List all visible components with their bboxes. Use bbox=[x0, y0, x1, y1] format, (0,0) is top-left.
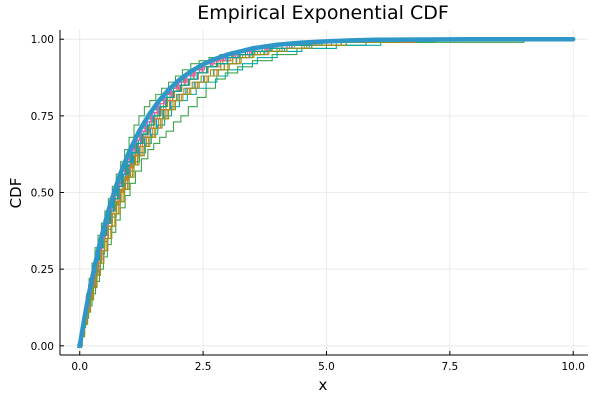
axes: 0.0 2.5 5.0 7.5 10.0 0.00 0.25 0.50 0.75 1.00 bbox=[31, 30, 588, 373]
empirical-cdf-line-20 bbox=[79, 38, 574, 347]
true-cdf-line bbox=[77, 36, 576, 349]
x-axis-label: x bbox=[319, 376, 328, 394]
chart-title: Empirical Exponential CDF bbox=[197, 2, 449, 24]
y-axis-label: CDF bbox=[7, 178, 25, 209]
y-tick-label: 0.50 bbox=[31, 188, 54, 200]
x-tick-label: 5.0 bbox=[318, 361, 335, 373]
x-tick-label: 10.0 bbox=[562, 361, 585, 373]
x-tick-label: 2.5 bbox=[195, 361, 212, 373]
y-tick-label: 0.25 bbox=[31, 264, 54, 276]
x-tick-label: 0.0 bbox=[71, 361, 88, 373]
grid bbox=[60, 30, 588, 355]
y-tick-label: 0.75 bbox=[31, 111, 54, 123]
y-tick-label: 0.00 bbox=[31, 341, 54, 353]
true-cdf-layer bbox=[77, 36, 576, 349]
y-tick-label: 1.00 bbox=[31, 34, 54, 46]
x-tick-label: 7.5 bbox=[441, 361, 458, 373]
